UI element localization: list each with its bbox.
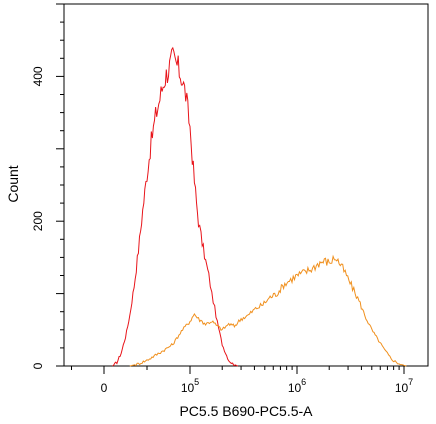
series-layer [112,46,407,367]
x-tick-label: 0 [101,381,108,395]
x-tick-label: 107 [395,377,413,395]
x-axis-title: PC5.5 B690-PC5.5-A [179,403,313,419]
y-axis-title: Count [5,165,21,202]
histogram-series-2-line [129,254,407,367]
histogram-series-1-line [112,46,238,367]
y-axis: 0 200 400 [31,3,64,369]
y-tick-label: 400 [31,66,45,86]
plot-frame [63,3,429,367]
y-tick-label: 0 [31,362,45,369]
x-tick-label: 106 [288,377,306,395]
y-tick-label: 200 [31,211,45,231]
x-tick-label: 105 [181,377,199,395]
x-axis: 0 105 106 107 [71,366,413,395]
